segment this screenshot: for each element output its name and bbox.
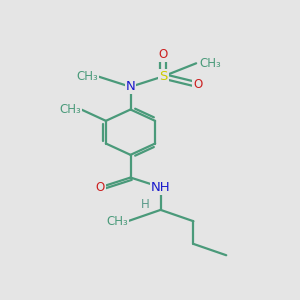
Text: H: H [141, 198, 150, 211]
Text: NH: NH [151, 181, 170, 194]
Text: CH₃: CH₃ [199, 57, 220, 70]
Text: O: O [159, 48, 168, 62]
Text: O: O [96, 181, 105, 194]
Text: N: N [126, 80, 135, 93]
Text: CH₃: CH₃ [76, 70, 98, 83]
Text: S: S [159, 70, 167, 83]
Text: O: O [193, 78, 202, 91]
Text: CH₃: CH₃ [106, 215, 128, 228]
Text: CH₃: CH₃ [59, 103, 81, 116]
